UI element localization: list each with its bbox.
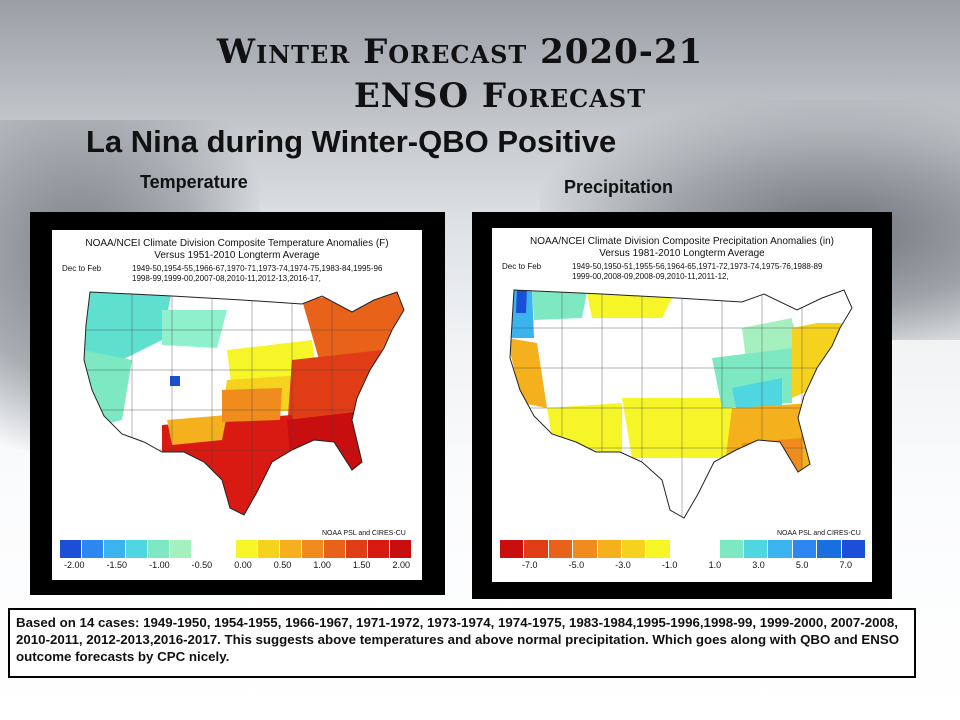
slide-subtitle: La Nina during Winter-QBO Positive bbox=[86, 124, 617, 159]
temp-colorbar-swatch bbox=[302, 540, 324, 558]
precip-colorbar-swatch bbox=[573, 540, 598, 558]
temp-map-subtitle: Versus 1951-2010 Longterm Average bbox=[154, 250, 320, 261]
temp-colorbar-swatch bbox=[324, 540, 346, 558]
temperature-anomaly-map bbox=[83, 291, 405, 516]
precip-colorbar-swatch bbox=[695, 540, 720, 558]
temp-colorbar-swatch bbox=[214, 540, 236, 558]
temp-colorbar-swatch bbox=[104, 540, 126, 558]
precip-colorbar-swatch bbox=[719, 540, 745, 558]
temp-colorbar-swatch bbox=[126, 540, 148, 558]
precip-colorbar-swatch bbox=[792, 540, 818, 558]
temp-colorbar-swatch bbox=[258, 540, 280, 558]
temperature-colorbar bbox=[60, 540, 412, 558]
precip-colorbar-swatch bbox=[841, 540, 867, 558]
precipitation-map-panel: NOAA/NCEI Climate Division Composite Pre… bbox=[492, 228, 872, 582]
cases-notes: Based on 14 cases: 1949-1950, 1954-1955,… bbox=[8, 608, 916, 678]
precip-colorbar-tick-label: -5.0 bbox=[568, 560, 585, 570]
precipitation-map-frame: NOAA/NCEI Climate Division Composite Pre… bbox=[472, 212, 892, 599]
precipitation-anomaly-map bbox=[509, 289, 853, 519]
temp-colorbar-tick-label: 1.00 bbox=[313, 560, 331, 570]
temp-colorbar-tick-label: -2.00 bbox=[64, 560, 85, 570]
precipitation-label: Precipitation bbox=[564, 177, 674, 197]
precip-map-title: NOAA/NCEI Climate Division Composite Pre… bbox=[530, 236, 834, 247]
precip-colorbar-swatch bbox=[524, 540, 549, 558]
precip-colorbar-swatch bbox=[744, 540, 769, 558]
temp-map-years-2: 1998-99,1999-00,2007-08,2010-11,2012-13,… bbox=[132, 274, 321, 283]
temperature-label: Temperature bbox=[140, 172, 248, 192]
temp-colorbar-swatch bbox=[236, 540, 258, 558]
temp-colorbar-swatch bbox=[368, 540, 390, 558]
precip-colorbar-swatch bbox=[597, 540, 623, 558]
precip-colorbar-swatch bbox=[817, 540, 842, 558]
temperature-map-panel: NOAA/NCEI Climate Division Composite Tem… bbox=[52, 230, 422, 580]
precip-map-years-1: 1949-50,1950-51,1955-56,1964-65,1971-72,… bbox=[572, 262, 823, 271]
precipitation-colorbar bbox=[500, 540, 867, 558]
precip-colorbar-tick-label: -3.0 bbox=[615, 560, 631, 570]
precip-colorbar-tick-label: 5.0 bbox=[795, 560, 809, 570]
precip-colorbar-tick-label: 7.0 bbox=[839, 560, 852, 570]
temperature-colorbar-ticks: -2.00 -1.50 -1.00 -0.50 0.00 0.50 1.00 1.50 2.00 bbox=[64, 560, 410, 570]
precip-map-subtitle: Versus 1981-2010 Longterm Average bbox=[599, 248, 765, 259]
precip-map-credit: NOAA PSL and CIRES-CU bbox=[777, 530, 861, 537]
precip-colorbar-swatch bbox=[500, 540, 525, 558]
temp-colorbar-tick-label: 0.00 bbox=[234, 560, 252, 570]
temp-colorbar-swatch bbox=[390, 540, 412, 558]
temp-colorbar-swatch bbox=[170, 540, 192, 558]
temp-colorbar-swatch bbox=[82, 540, 104, 558]
temp-colorbar-swatch bbox=[192, 540, 214, 558]
slide-title-line2: ENSO Forecast bbox=[353, 76, 647, 116]
precip-colorbar-tick-label: -7.0 bbox=[522, 560, 538, 570]
temp-map-season: Dec to Feb bbox=[62, 264, 102, 273]
temp-map-years-1: 1949-50,1954-55,1966-67,1970-71,1973-74,… bbox=[132, 264, 383, 273]
temp-colorbar-tick-label: -0.50 bbox=[191, 560, 213, 570]
precip-colorbar-swatch bbox=[768, 540, 793, 558]
precip-colorbar-tick-label: -1.0 bbox=[661, 560, 678, 570]
precip-colorbar-swatch bbox=[548, 540, 574, 558]
temp-colorbar-swatch bbox=[280, 540, 302, 558]
temp-colorbar-tick-label: 0.50 bbox=[273, 560, 292, 570]
precip-colorbar-swatch bbox=[646, 540, 671, 558]
precip-map-years-2: 1999-00,2008-09,2008-09,2010-11,2011-12, bbox=[572, 272, 729, 281]
temp-colorbar-tick-label: -1.50 bbox=[106, 560, 128, 570]
temp-colorbar-swatch bbox=[148, 540, 170, 558]
temp-map-title: NOAA/NCEI Climate Division Composite Tem… bbox=[85, 238, 389, 249]
precip-colorbar-swatch bbox=[670, 540, 696, 558]
temp-colorbar-tick-label: 2.00 bbox=[392, 560, 410, 570]
temp-colorbar-swatch bbox=[60, 540, 82, 558]
precip-colorbar-swatch bbox=[622, 540, 647, 558]
precip-colorbar-tick-label: 3.0 bbox=[752, 560, 765, 570]
precipitation-colorbar-ticks: -7.0 -5.0 -3.0 -1.0 1.0 3.0 5.0 7.0 bbox=[522, 560, 852, 570]
temp-colorbar-tick-label: 1.50 bbox=[352, 560, 371, 570]
precip-colorbar-tick-label: 1.0 bbox=[708, 560, 722, 570]
temperature-map-frame: NOAA/NCEI Climate Division Composite Tem… bbox=[30, 212, 445, 595]
temp-colorbar-swatch bbox=[346, 540, 368, 558]
slide-title: Winter Forecast 2020-21 bbox=[216, 32, 704, 72]
temp-map-credit: NOAA PSL and CIRES-CU bbox=[322, 530, 406, 537]
temp-colorbar-tick-label: -1.00 bbox=[149, 560, 170, 570]
precip-map-season: Dec to Feb bbox=[502, 262, 542, 271]
